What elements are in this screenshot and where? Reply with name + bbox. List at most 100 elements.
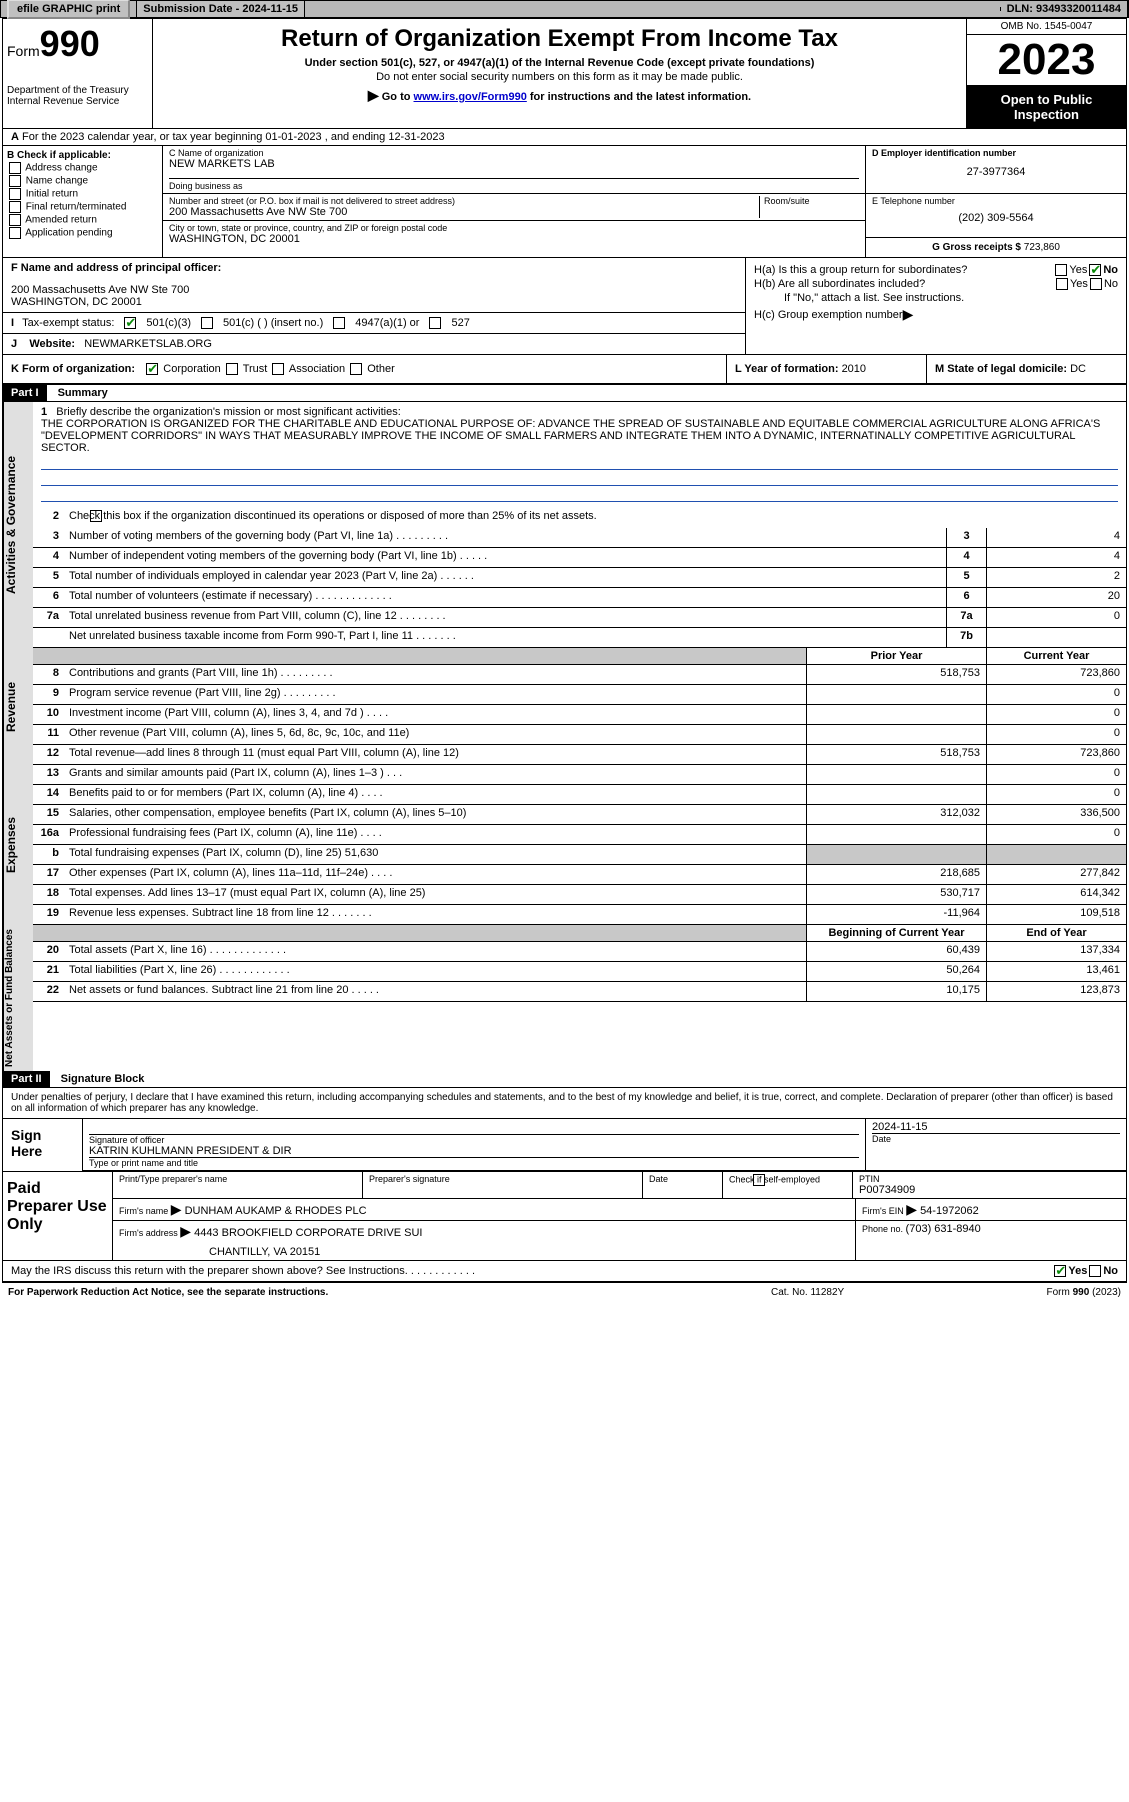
cb-other[interactable] [350, 363, 362, 375]
row-a-tax-year: A For the 2023 calendar year, or tax yea… [3, 129, 1126, 146]
current-year-value: 137,334 [986, 942, 1126, 961]
table-row: 19 Revenue less expenses. Subtract line … [33, 905, 1126, 925]
cb-trust[interactable] [226, 363, 238, 375]
line-6: 6Total number of volunteers (estimate if… [33, 588, 1126, 608]
revenue-section: Revenue Prior Year Current Year 8 Contri… [3, 648, 1126, 765]
cb-hb-yes[interactable] [1056, 278, 1068, 290]
discuss-text: May the IRS discuss this return with the… [11, 1265, 1052, 1277]
cb-discontinued[interactable] [90, 510, 102, 522]
row-j-website: J Website: NEWMARKETSLAB.ORG [3, 334, 745, 354]
cb-4947[interactable] [333, 317, 345, 329]
footer-cat-no: Cat. No. 11282Y [771, 1287, 971, 1298]
cb-501c[interactable] [201, 317, 213, 329]
cb-501c3[interactable] [124, 317, 136, 329]
row-k-form-org: K Form of organization: Corporation Trus… [3, 355, 1126, 385]
table-row: 9 Program service revenue (Part VIII, li… [33, 685, 1126, 705]
current-year-value: 0 [986, 685, 1126, 704]
tax-year: 2023 [967, 35, 1126, 86]
prior-year-value: 60,439 [806, 942, 986, 961]
table-row: 16a Professional fundraising fees (Part … [33, 825, 1126, 845]
department-label: Department of the Treasury Internal Reve… [7, 85, 148, 107]
section-b-title: B Check if applicable: [7, 150, 158, 161]
efile-print-button[interactable]: efile GRAPHIC print [1, 1, 137, 17]
current-year-value: 123,873 [986, 982, 1126, 1001]
cb-self-employed[interactable] [753, 1174, 765, 1186]
prior-year-value: 218,685 [806, 865, 986, 884]
current-year-value [986, 845, 1126, 864]
part-2-badge: Part II [3, 1071, 50, 1087]
cb-ha-no[interactable] [1089, 264, 1101, 276]
header-right: OMB No. 1545-0047 2023 Open to Public In… [966, 19, 1126, 128]
prior-year-value [806, 845, 986, 864]
table-row: 8 Contributions and grants (Part VIII, l… [33, 665, 1126, 685]
cb-initial-return[interactable]: Initial return [7, 188, 158, 200]
table-row: 20 Total assets (Part X, line 16) . . . … [33, 942, 1126, 962]
current-year-value: 723,860 [986, 665, 1126, 684]
cb-application-pending[interactable]: Application pending [7, 227, 158, 239]
room-label: Room/suite [759, 196, 859, 218]
signature-date-cell: 2024-11-15 Date [866, 1119, 1126, 1170]
omb-number: OMB No. 1545-0047 [967, 19, 1126, 35]
h-c-row: H(c) Group exemption number ▶ [754, 306, 1118, 323]
signature-date: 2024-11-15 [872, 1121, 1120, 1134]
street-cell: Number and street (or P.O. box if mail i… [169, 196, 759, 218]
address-block: Number and street (or P.O. box if mail i… [163, 194, 866, 257]
name-title-label: Type or print name and title [89, 1157, 859, 1168]
cb-hb-no[interactable] [1090, 278, 1102, 290]
end-year-header: End of Year [986, 925, 1126, 941]
form-number: Form990 [7, 23, 148, 65]
current-year-value: 109,518 [986, 905, 1126, 924]
cb-name-change[interactable]: Name change [7, 175, 158, 187]
city-label: City or town, state or province, country… [169, 223, 859, 233]
sign-here-label: Sign Here [3, 1119, 83, 1171]
cb-discuss-yes[interactable] [1054, 1265, 1066, 1277]
footer-form: Form 990 (2023) [971, 1287, 1121, 1298]
street-label: Number and street (or P.O. box if mail i… [169, 196, 759, 206]
firm-ein-cell: Firm's EIN ▶ 54-1972062 [856, 1199, 1126, 1220]
current-year-header: Current Year [986, 648, 1126, 664]
form-container: Form990 Department of the Treasury Inter… [2, 18, 1127, 1283]
prior-year-value: 10,175 [806, 982, 986, 1001]
table-row: 15 Salaries, other compensation, employe… [33, 805, 1126, 825]
section-h-group: H(a) Is this a group return for subordin… [746, 258, 1126, 354]
prior-year-value [806, 765, 986, 784]
part-1-title: Summary [50, 385, 116, 401]
section-b-checkboxes: B Check if applicable: Address change Na… [3, 146, 163, 257]
cb-discuss-no[interactable] [1089, 1265, 1101, 1277]
cb-address-change[interactable]: Address change [7, 162, 158, 174]
preparer-name-cell: Print/Type preparer's name [113, 1172, 363, 1198]
h-b-row: H(b) Are all subordinates included? Yes … [754, 278, 1118, 290]
line-7a: 7aTotal unrelated business revenue from … [33, 608, 1126, 628]
cb-corporation[interactable] [146, 363, 158, 375]
table-row: 13 Grants and similar amounts paid (Part… [33, 765, 1126, 785]
current-year-value: 723,860 [986, 745, 1126, 764]
header-title-block: Return of Organization Exempt From Incom… [153, 19, 966, 128]
form-title: Return of Organization Exempt From Incom… [159, 25, 960, 53]
subtitle-1: Under section 501(c), 527, or 4947(a)(1)… [159, 57, 960, 69]
telephone-label: E Telephone number [872, 196, 1120, 206]
begin-year-header: Beginning of Current Year [806, 925, 986, 941]
prior-year-value [806, 705, 986, 724]
cb-amended-return[interactable]: Amended return [7, 214, 158, 226]
cb-final-return[interactable]: Final return/terminated [7, 201, 158, 213]
irs-link[interactable]: www.irs.gov/Form990 [414, 91, 527, 103]
prior-year-value [806, 685, 986, 704]
paid-preparer-label: Paid Preparer Use Only [3, 1172, 113, 1260]
city-cell: City or town, state or province, country… [163, 221, 865, 247]
prior-year-value: 50,264 [806, 962, 986, 981]
revenue-col-headers: Prior Year Current Year [33, 648, 1126, 665]
revenue-side-label: Revenue [3, 648, 33, 765]
prior-year-value: 518,753 [806, 745, 986, 764]
top-bar: efile GRAPHIC print Submission Date - 20… [0, 0, 1129, 18]
cb-association[interactable] [272, 363, 284, 375]
part-1-header: Part I Summary [3, 385, 1126, 402]
subtitle-2: Do not enter social security numbers on … [159, 71, 960, 83]
officer-addr2: WASHINGTON, DC 20001 [11, 296, 737, 308]
cb-ha-yes[interactable] [1055, 264, 1067, 276]
cb-527[interactable] [429, 317, 441, 329]
net-assets-section: Net Assets or Fund Balances Beginning of… [3, 925, 1126, 1071]
submission-date: Submission Date - 2024-11-15 [137, 1, 305, 17]
ein-cell: D Employer identification number 27-3977… [866, 146, 1126, 194]
self-employed-cell: Check if self-employed [723, 1172, 853, 1198]
part-2-header: Part II Signature Block [3, 1071, 1126, 1088]
